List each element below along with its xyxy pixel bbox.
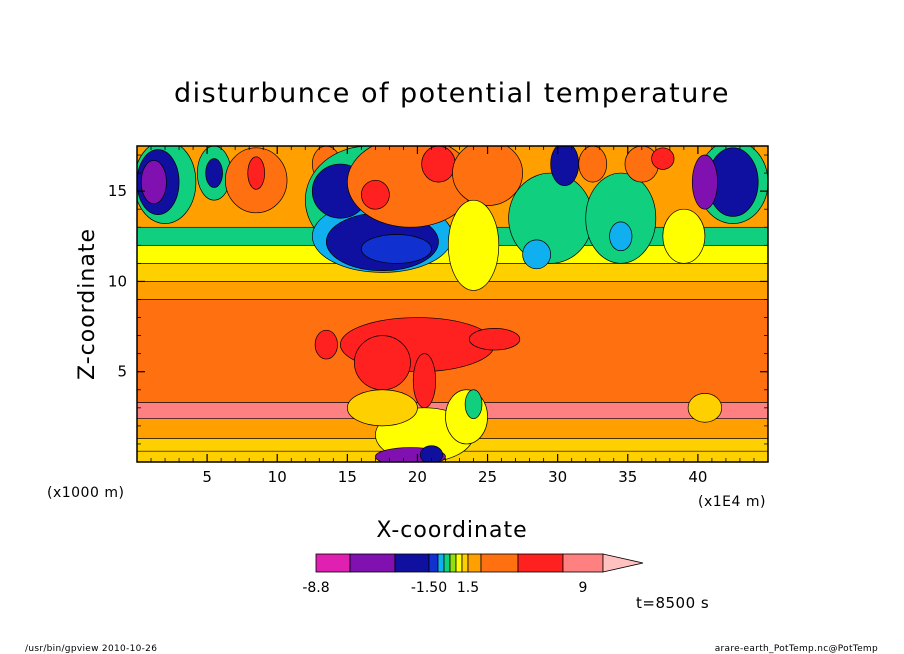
colorbar-segment-7 <box>455 553 463 573</box>
contour-feature-7 <box>691 154 718 210</box>
contour-feature-18 <box>421 146 456 183</box>
time-annotation: t=8500 s <box>636 594 709 612</box>
x-scale-label: (x1E4 m) <box>698 494 766 510</box>
y-tick-label-5: 5 <box>117 363 127 381</box>
x-tick-label-15: 15 <box>338 468 357 486</box>
x-ticks: 5 10 15 20 25 30 35 40 <box>150 146 755 486</box>
x-tick-label-40: 40 <box>688 468 707 486</box>
y-axis-label: Z-coordinate <box>75 228 100 380</box>
contour-feature-38 <box>346 389 418 427</box>
contour-feature-17 <box>361 179 390 210</box>
x-tick-label-30: 30 <box>548 468 567 486</box>
colorbar-segment-9 <box>467 553 482 573</box>
contour-feature-40 <box>419 445 444 462</box>
colorbar-segment-11 <box>517 553 564 573</box>
colorbar-segment-2 <box>394 553 430 573</box>
footer-left: /usr/bin/gpview 2010-10-26 <box>25 644 157 654</box>
colorbar-segment-0 <box>315 553 351 573</box>
colorbar-label-3: 9 <box>579 580 588 596</box>
contour-feature-22 <box>550 146 580 187</box>
x-tick-label-10: 10 <box>268 468 287 486</box>
x-tick-label-35: 35 <box>618 468 637 486</box>
x-unit-label: (x1000 m) <box>47 485 124 501</box>
colorbar-segment-3 <box>428 553 439 573</box>
footer-right: arare-earth_PotTemp.nc@PotTemp <box>715 644 878 654</box>
x-tick-label-20: 20 <box>408 468 427 486</box>
contour-feature-19 <box>452 146 523 206</box>
contour-feature-24 <box>609 221 633 252</box>
contour-feature-27 <box>578 146 608 183</box>
colorbar-label-2: 1.5 <box>457 580 479 596</box>
contour-feature-4 <box>205 158 223 188</box>
colorbar-segment-6 <box>449 553 457 573</box>
contour-feature-9 <box>247 156 265 190</box>
contour-feature-29 <box>662 208 706 264</box>
y-ticks: 5 10 15 <box>108 154 768 445</box>
plot-area <box>137 146 768 462</box>
colorbar-label-1: -1.50 <box>411 580 447 596</box>
contour-feature-14 <box>361 234 432 264</box>
contour-feature-33 <box>468 328 521 351</box>
colorbar-segment-8 <box>461 553 469 573</box>
contour-feature-32 <box>412 353 437 409</box>
x-axis-label: X-coordinate <box>376 518 527 543</box>
contour-feature-28 <box>447 199 500 291</box>
contour-feature-31 <box>353 335 411 391</box>
colorbar-labels: -8.8 -1.50 1.5 9 <box>302 580 587 596</box>
contour-feature-2 <box>140 160 167 205</box>
contour-feature-23 <box>585 172 657 264</box>
contour-band-5 <box>137 281 768 300</box>
y-tick-label-10: 10 <box>108 272 127 290</box>
contour-feature-37 <box>464 389 483 420</box>
y-tick-label-15: 15 <box>108 182 127 200</box>
contour-feature-34 <box>314 329 338 360</box>
x-tick-label-25: 25 <box>478 468 497 486</box>
x-tick-label-5: 5 <box>202 468 212 486</box>
colorbar-arrow <box>602 553 644 573</box>
colorbar-segment-4 <box>437 553 445 573</box>
contour-feature-41 <box>687 393 723 423</box>
colorbar-label-0: -8.8 <box>302 580 329 596</box>
contour-feature-20 <box>508 172 594 264</box>
colorbar <box>315 553 644 573</box>
colorbar-segment-5 <box>443 553 451 573</box>
contour-feature-26 <box>651 147 675 170</box>
contour-features <box>137 146 768 462</box>
colorbar-segment-12 <box>562 553 604 573</box>
contour-feature-21 <box>522 239 552 270</box>
colorbar-segment-1 <box>349 553 396 573</box>
colorbar-segment-10 <box>480 553 519 573</box>
chart-title: disturbunce of potential temperature <box>174 78 730 109</box>
plot-frame <box>136 145 769 463</box>
